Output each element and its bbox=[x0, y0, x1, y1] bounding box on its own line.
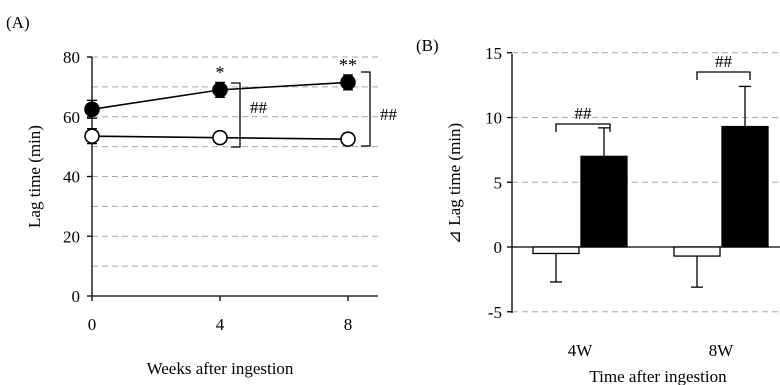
data-point bbox=[212, 82, 228, 98]
x-tick-label: 0 bbox=[88, 315, 97, 334]
x-tick-label: 4 bbox=[216, 315, 225, 334]
data-point bbox=[84, 128, 100, 144]
data-point bbox=[212, 129, 228, 146]
y-axis-label: ⊿ Lag time (min) bbox=[445, 123, 464, 244]
x-axis-label: Weeks after ingestion bbox=[147, 359, 294, 378]
y-tick-label: 80 bbox=[63, 48, 80, 67]
y-tick-label: 60 bbox=[63, 108, 80, 127]
category-label: 8W bbox=[709, 341, 735, 360]
comparison-bracket bbox=[696, 71, 751, 80]
comparison-bracket bbox=[231, 82, 241, 148]
y-tick-label: 15 bbox=[485, 44, 502, 63]
comparison-label: ## bbox=[380, 105, 398, 124]
y-tick-label: 0 bbox=[494, 238, 503, 257]
data-point bbox=[84, 101, 100, 118]
y-tick-label: 0 bbox=[72, 287, 81, 306]
y-tick-label: 20 bbox=[63, 227, 80, 246]
panel-label: (A) bbox=[6, 13, 30, 32]
y-axis-label: Lag time (min) bbox=[25, 125, 44, 228]
comparison-label: ## bbox=[715, 52, 733, 71]
panel-label: (B) bbox=[416, 36, 439, 55]
data-point bbox=[340, 131, 356, 147]
comparison-label: ## bbox=[250, 98, 268, 117]
y-tick-label: 10 bbox=[485, 109, 502, 128]
significance-label: ** bbox=[339, 55, 357, 75]
panel-a: (A) 0 20 40 60 80 0 4 8 Weeks after ingestion Lag … bbox=[6, 13, 398, 378]
y-tick-label: 5 bbox=[494, 173, 503, 192]
data-point bbox=[340, 74, 356, 91]
y-tick-label: -5 bbox=[488, 303, 502, 322]
bar bbox=[673, 246, 721, 257]
category-label: 4W bbox=[568, 341, 594, 360]
comparison-label: ## bbox=[575, 104, 593, 123]
bar bbox=[721, 125, 769, 248]
y-tick-label: 40 bbox=[63, 168, 80, 187]
comparison-bracket bbox=[361, 71, 371, 147]
x-tick-label: 8 bbox=[344, 315, 353, 334]
x-axis-label: Time after ingestion bbox=[589, 367, 727, 385]
comparison-bracket bbox=[555, 123, 611, 132]
panel-b: (B) -5 0 5 10 15 4W 8W ## ## Time after ingestion ⊿… bbox=[416, 36, 780, 385]
significance-label: * bbox=[216, 62, 225, 82]
bar bbox=[532, 246, 580, 255]
bar bbox=[580, 155, 628, 248]
